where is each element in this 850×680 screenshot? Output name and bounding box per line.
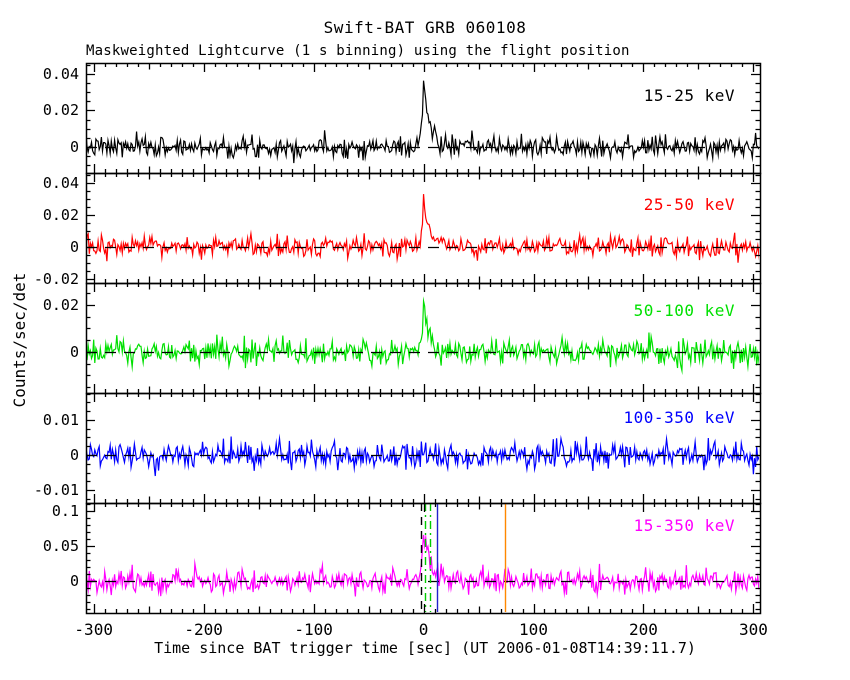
y-tick-label: 0.02 <box>42 101 79 119</box>
figure-subtitle: Maskweighted Lightcurve (1 s binning) us… <box>86 43 630 59</box>
figure-title: Swift-BAT GRB 060108 <box>323 18 527 37</box>
x-tick-label: 0 <box>418 620 429 639</box>
y-tick-label: 0 <box>69 446 79 464</box>
y-tick-label: 0.02 <box>42 206 79 224</box>
y-axis-title: Counts/sec/det <box>10 272 29 408</box>
y-tick-label: 0.05 <box>42 537 79 555</box>
x-tick-label: -300 <box>74 620 113 639</box>
y-tick-label: -0.01 <box>33 481 79 499</box>
energy-band-label: 15-25 keV <box>643 86 735 105</box>
y-tick-label: 0 <box>69 343 79 361</box>
y-tick-label: 0.04 <box>42 174 79 192</box>
y-tick-label: 0.02 <box>42 296 79 314</box>
energy-band-label: 50-100 keV <box>633 301 735 320</box>
x-tick-label: 100 <box>519 620 548 639</box>
y-tick-label: 0.01 <box>42 411 79 429</box>
y-tick-label: 0.04 <box>42 65 79 83</box>
y-tick-label: 0 <box>69 138 79 156</box>
y-tick-label: 0 <box>69 572 79 590</box>
x-axis-title: Time since BAT trigger time [sec] (UT 20… <box>154 639 696 657</box>
x-tick-label: -200 <box>184 620 223 639</box>
energy-band-label: 100-350 keV <box>623 408 735 427</box>
energy-band-label: 15-350 keV <box>633 516 735 535</box>
y-tick-label: 0.1 <box>51 502 79 520</box>
x-tick-label: -100 <box>294 620 333 639</box>
energy-band-label: 25-50 keV <box>643 195 735 214</box>
x-tick-label: 200 <box>628 620 658 639</box>
y-tick-label: -0.02 <box>33 270 79 288</box>
y-tick-label: 0 <box>69 238 79 256</box>
x-tick-label: 300 <box>738 620 768 639</box>
